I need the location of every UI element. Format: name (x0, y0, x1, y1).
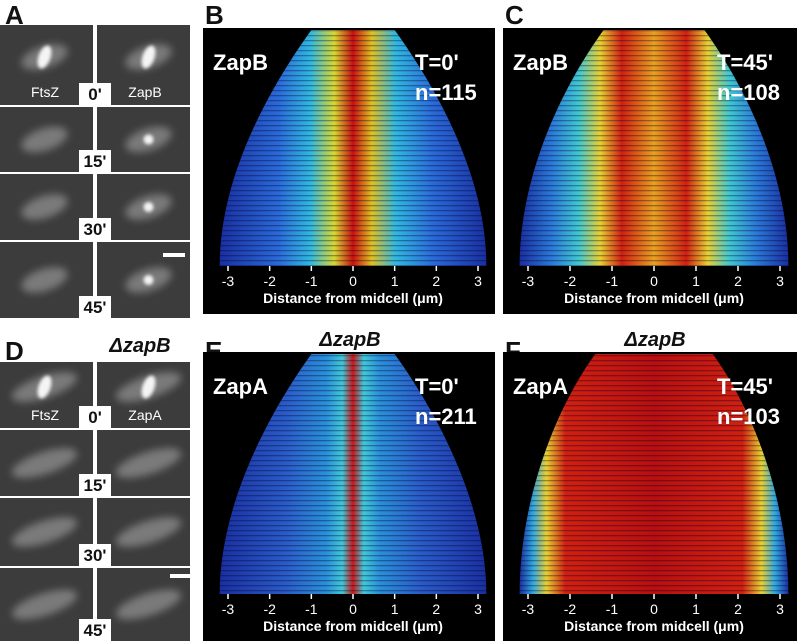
panel-title: ΔzapB (318, 329, 380, 351)
time-label: T=0' (415, 374, 459, 399)
time-box (79, 474, 111, 496)
protein-label: ZapA (513, 374, 568, 399)
cell (21, 194, 68, 220)
x-tick-label: -2 (263, 601, 276, 617)
x-tick-label: 2 (432, 273, 440, 289)
time-label: T=0' (415, 50, 459, 75)
time-box (79, 83, 111, 105)
time-label: 0' (88, 408, 102, 427)
time-box (79, 619, 111, 641)
channel-label: ZapB (128, 84, 161, 100)
x-tick-label: -1 (305, 273, 318, 289)
x-tick-label: 3 (776, 273, 784, 289)
time-box (79, 296, 111, 318)
x-tick-label: -3 (522, 601, 535, 617)
channel-label: ZapA (128, 407, 162, 423)
demograph-rows (219, 30, 487, 266)
x-tick-label: -1 (606, 601, 619, 617)
demograph-rows (519, 30, 789, 266)
x-tick-label: 0 (349, 273, 357, 289)
x-tick-label: 2 (734, 273, 742, 289)
spot (37, 45, 52, 69)
time-label: 45' (84, 298, 107, 317)
x-tick-label: 1 (692, 601, 700, 617)
spot (143, 202, 154, 212)
panel-label: A (5, 0, 24, 30)
x-tick-label: 0 (650, 601, 658, 617)
spot (37, 375, 52, 399)
cell (115, 589, 182, 620)
x-axis-label: Distance from midcell (μm) (564, 290, 744, 306)
x-tick-label: -3 (222, 601, 235, 617)
demograph-rows (219, 354, 487, 594)
x-tick-label: -3 (522, 273, 535, 289)
x-tick-label: 1 (692, 273, 700, 289)
x-tick-label: 2 (734, 601, 742, 617)
x-tick-label: -2 (263, 273, 276, 289)
cell (11, 517, 78, 547)
count-label: n=211 (415, 404, 477, 429)
panel-title: ΔzapB (108, 335, 170, 357)
count-label: n=108 (717, 80, 780, 105)
time-label: 0' (88, 85, 102, 104)
x-tick-label: -2 (564, 273, 577, 289)
time-label: 15' (84, 152, 107, 171)
panel-label: D (5, 336, 24, 366)
spot (141, 45, 156, 69)
protein-label: ZapB (513, 50, 568, 75)
x-tick-label: 2 (432, 601, 440, 617)
time-label: T=45' (717, 374, 773, 399)
x-tick-label: 0 (349, 601, 357, 617)
demograph-rows (519, 354, 789, 594)
channel-label: FtsZ (31, 407, 59, 423)
count-label: n=115 (415, 80, 477, 105)
x-axis-label: Distance from midcell (μm) (263, 618, 443, 634)
time-box (79, 218, 111, 240)
time-label: 30' (84, 220, 107, 239)
x-axis-label: Distance from midcell (μm) (564, 618, 744, 634)
x-axis-label: Distance from midcell (μm) (263, 290, 443, 306)
time-label: 15' (84, 476, 107, 495)
spot (143, 134, 154, 145)
protein-label: ZapA (213, 374, 268, 399)
x-tick-label: -3 (222, 273, 235, 289)
cell (115, 517, 182, 547)
panel-label: B (205, 0, 224, 30)
cell (21, 267, 68, 293)
x-tick-label: -1 (305, 601, 318, 617)
panel-title: ΔzapB (623, 329, 685, 351)
channel-label: FtsZ (31, 84, 59, 100)
time-label: T=45' (717, 50, 773, 75)
x-tick-label: 3 (776, 601, 784, 617)
x-tick-label: -1 (606, 273, 619, 289)
time-box (79, 406, 111, 428)
time-label: 45' (84, 621, 107, 640)
cell (11, 589, 78, 620)
x-tick-label: 3 (474, 273, 482, 289)
cell (11, 448, 78, 478)
x-tick-label: 0 (650, 273, 658, 289)
time-label: 30' (84, 546, 107, 565)
scale-bar (170, 574, 192, 578)
time-box (79, 544, 111, 566)
count-label: n=103 (717, 404, 780, 429)
spot (141, 375, 156, 399)
scale-bar (163, 253, 185, 257)
x-tick-label: 1 (391, 273, 399, 289)
cell (115, 448, 182, 478)
panel-label: C (505, 0, 524, 30)
protein-label: ZapB (213, 50, 268, 75)
spot (143, 275, 154, 285)
x-tick-label: 1 (391, 601, 399, 617)
x-tick-label: -2 (564, 601, 577, 617)
time-box (79, 150, 111, 172)
x-tick-label: 3 (474, 601, 482, 617)
cell (21, 126, 68, 153)
